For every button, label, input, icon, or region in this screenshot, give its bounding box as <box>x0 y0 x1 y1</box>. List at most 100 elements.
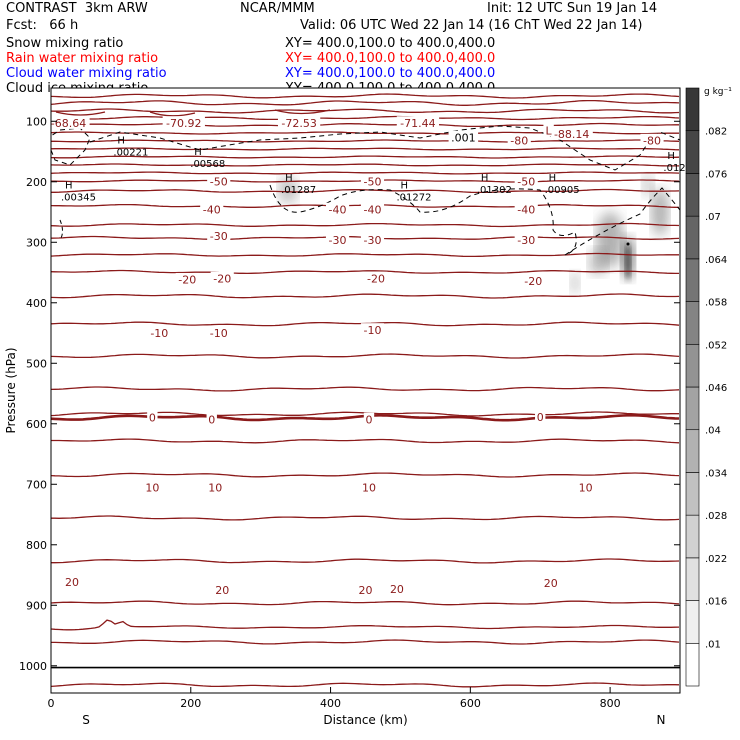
temperature-label-19-bg <box>210 271 234 285</box>
temperature-label-17-bg <box>514 233 538 246</box>
maximum-value-2: .00568 <box>190 159 225 170</box>
temperature-label-11: -40 <box>329 204 347 217</box>
temperature-label-13: -40 <box>517 204 535 217</box>
isotherm-24 <box>51 472 680 478</box>
temperature-label-35-bg <box>357 583 374 596</box>
temperature-label-1: -70.92 <box>166 117 201 130</box>
maximum-value-7: .012 <box>663 163 685 174</box>
temperature-label-23: -10 <box>210 327 228 340</box>
isotherm-16 <box>51 252 679 258</box>
temperature-label-24-bg <box>360 323 385 336</box>
colorbar-segment-6 <box>685 386 700 431</box>
temperature-label-22: -10 <box>150 327 168 340</box>
temperature-label-17: -30 <box>517 234 535 247</box>
colorbar-label-8: .058 <box>705 298 727 309</box>
colorbar-label-2: .022 <box>705 554 727 565</box>
colorbar-label-7: .052 <box>705 340 727 351</box>
field-label-cloud-water: Cloud water mixing ratio <box>6 66 167 81</box>
temperature-label-19: -20 <box>213 273 231 286</box>
cloud-ice-boundary-upper <box>89 125 680 171</box>
temperature-label-34: 20 <box>215 584 229 597</box>
x-tick-label-4: 800 <box>600 697 621 710</box>
x-tick-label-1: 200 <box>180 697 201 710</box>
temperature-label-5-bg <box>507 133 531 147</box>
cloud-ice-boundary-west <box>51 127 91 166</box>
temperature-label-2: -72.53 <box>281 117 316 130</box>
isotherm-18 <box>51 293 680 299</box>
maximum-marker-5: H <box>481 173 489 184</box>
y-axis-label: Pressure (hPa) <box>4 347 18 433</box>
temperature-label-29: 10 <box>145 481 159 494</box>
isotherm-21 <box>51 386 680 392</box>
temperature-label-4-bg <box>550 127 593 140</box>
maximum-value-3: .01287 <box>281 185 316 196</box>
x-tick-label-2: 400 <box>320 697 341 710</box>
isotherm-3 <box>51 115 680 121</box>
temperature-label-28-bg <box>535 410 546 423</box>
temperature-label-6: -80 <box>643 135 661 148</box>
cloud-ice-core <box>625 244 631 280</box>
colorbar-label-1: .016 <box>705 597 727 608</box>
temperature-label-22-bg <box>147 326 171 339</box>
temperature-label-26: 0 <box>208 414 215 427</box>
init-time: Init: 12 UTC Sun 19 Jan 14 <box>487 1 658 16</box>
south-label: S <box>82 713 90 727</box>
field-xy-snow: XY= 400.0,100.0 to 400.0,400.0 <box>285 36 496 51</box>
field-xy-cloud-water: XY= 400.0,100.0 to 400.0,400.0 <box>285 66 496 81</box>
isotherm-1 <box>51 99 680 106</box>
y-tick-label-8: 900 <box>26 599 47 612</box>
y-tick-label-0: 100 <box>26 115 47 128</box>
colorbar-label-12: .082 <box>705 127 727 138</box>
isotherm-26 <box>51 558 680 564</box>
x-axis-label: Distance (km) <box>323 713 407 727</box>
maximum-marker-7: H <box>667 151 675 162</box>
y-tick-label-2: 300 <box>26 236 47 249</box>
org-title: NCAR/MMM <box>240 1 315 16</box>
maximum-value-0: .00345 <box>61 193 96 204</box>
maximum-marker-1: H <box>117 135 125 146</box>
field-label-rain: Rain water mixing ratio <box>6 51 159 66</box>
temperature-label-15-bg <box>325 233 350 246</box>
colorbar-segment-4 <box>685 472 700 516</box>
low-marker-bg <box>543 123 554 137</box>
valid-time: Valid: 06 UTC Wed 22 Jan 14 (16 ChT Wed … <box>300 18 643 33</box>
isotherm-27 <box>51 600 680 606</box>
temperature-label-33-bg <box>63 575 81 589</box>
temperature-label-27-bg <box>363 412 375 426</box>
y-tick-label-5: 600 <box>26 418 47 431</box>
temperature-label-30-bg <box>206 480 224 494</box>
contour-segment-b <box>149 111 196 117</box>
colorbar-segment-0 <box>685 642 700 687</box>
temperature-label-35: 20 <box>359 584 373 597</box>
colorbar-label-5: .04 <box>705 426 721 437</box>
colorbar-segment-11 <box>685 173 700 217</box>
temperature-label-33: 20 <box>65 576 79 589</box>
temperature-label-20: -20 <box>367 273 385 286</box>
temperature-label-27: 0 <box>365 414 372 427</box>
temperature-label-16: -30 <box>364 234 382 247</box>
maximum-marker-0: H <box>65 181 73 192</box>
maximum-marker-2: H <box>194 147 202 158</box>
temperature-label-37-bg <box>542 576 560 589</box>
temperature-label-3: -71.44 <box>400 117 435 130</box>
temperature-label-7-bg <box>207 174 231 188</box>
cloud-ice-contour-value-bg <box>448 130 479 144</box>
isotherm-29 <box>51 682 680 688</box>
isotherm-9 <box>51 163 679 167</box>
colorbar-label-6: .046 <box>705 383 727 394</box>
temperature-label-6-bg <box>640 133 664 147</box>
temperature-label-26-bg <box>206 412 217 426</box>
contour-segment-c <box>274 109 331 115</box>
temperature-label-8: -50 <box>364 176 382 189</box>
isotherm-20 <box>51 353 680 359</box>
cloud-ice-contour-value: .001 <box>451 132 476 145</box>
temperature-label-4: -88.14 <box>554 128 589 141</box>
temperature-label-7: -50 <box>210 176 228 189</box>
colorbar-label-3: .028 <box>705 511 727 522</box>
temperature-label-34-bg <box>213 583 231 596</box>
cloud-ice-shading-6 <box>642 174 654 198</box>
y-tick-label-3: 400 <box>26 297 47 310</box>
low-marker: L <box>546 124 553 137</box>
cloud-ice-shading-3 <box>588 248 608 276</box>
